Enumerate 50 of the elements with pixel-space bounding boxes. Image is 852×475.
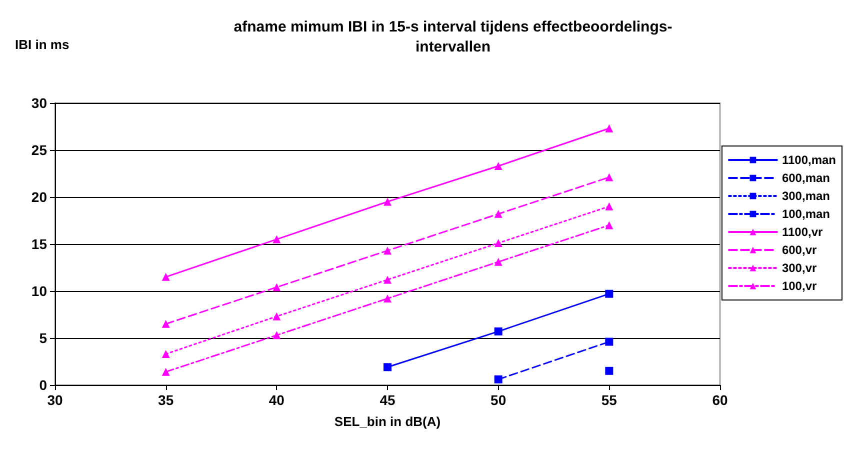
point [272, 331, 281, 340]
x-tick-label: 50 [490, 392, 506, 408]
legend-label: 600,man [782, 171, 830, 185]
y-tick-label: 15 [31, 236, 48, 252]
point [384, 198, 392, 206]
point [384, 246, 392, 255]
x-tick-label: 35 [158, 392, 174, 408]
x-axis-title: SEL_bin in dB(A) [334, 414, 441, 429]
point [384, 294, 392, 303]
point [272, 235, 281, 244]
legend-label: 100,man [782, 207, 830, 221]
legend-label: 600,vr [782, 243, 817, 257]
chart-title: afname mimum IBI in 15-s interval tijdens effectbeoordelings- intervallen [234, 18, 672, 56]
point [605, 221, 614, 230]
point [162, 368, 170, 376]
point [162, 320, 170, 328]
point [494, 258, 502, 266]
x-tick-label: 55 [601, 392, 618, 408]
point [494, 162, 502, 170]
y-tick-label: 0 [39, 377, 48, 393]
x-tick-label: 60 [712, 392, 728, 408]
point [494, 375, 502, 384]
point [605, 366, 614, 375]
legend-label: 300,man [782, 189, 830, 203]
point [162, 272, 170, 281]
legend-label: 1100,man [782, 153, 836, 167]
point [494, 239, 502, 248]
point [494, 210, 502, 218]
point [605, 338, 614, 346]
y-tick-label: 30 [31, 95, 48, 111]
point [272, 283, 281, 292]
point [384, 363, 392, 372]
point [605, 290, 614, 298]
legend-label: 100,vr [782, 279, 817, 293]
x-tick-label: 40 [268, 392, 285, 408]
point [494, 327, 502, 336]
point [605, 173, 614, 182]
point [272, 312, 281, 320]
legend-label: 1100,vr [782, 225, 823, 239]
point [162, 350, 170, 358]
y-axis-title: IBI in ms [15, 37, 70, 52]
legend-label: 300,vr [782, 261, 817, 275]
y-tick-label: 5 [39, 330, 48, 346]
point [605, 124, 614, 132]
x-tick-label: 45 [380, 392, 396, 408]
point [605, 202, 614, 210]
y-tick-label: 25 [31, 142, 48, 158]
point [384, 276, 392, 284]
y-tick-label: 10 [31, 283, 48, 299]
y-tick-label: 20 [31, 189, 48, 205]
